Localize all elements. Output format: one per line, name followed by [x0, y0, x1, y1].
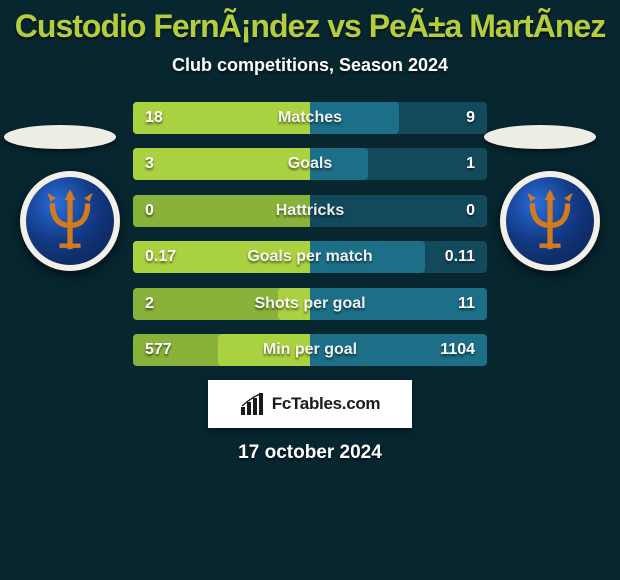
stat-value-right: 1	[427, 155, 487, 173]
stat-value-left: 577	[133, 341, 193, 359]
team-crest-right	[506, 177, 594, 265]
stat-row: 2Shots per goal11	[133, 288, 487, 320]
stat-row: 0.17Goals per match0.11	[133, 241, 487, 273]
stat-value-right: 9	[427, 109, 487, 127]
stat-value-left: 0	[133, 202, 193, 220]
stat-value-left: 3	[133, 155, 193, 173]
stat-label: Min per goal	[193, 341, 427, 359]
footer-date: 17 october 2024	[0, 442, 620, 464]
stat-label: Goals	[193, 155, 427, 173]
vs-word: vs	[327, 8, 361, 44]
stat-row: 18Matches9	[133, 102, 487, 134]
stat-value-left: 2	[133, 295, 193, 313]
footer-logo: FcTables.com	[208, 380, 412, 428]
stat-label: Hattricks	[193, 202, 427, 220]
team-crest-left	[26, 177, 114, 265]
stat-label: Matches	[193, 109, 427, 127]
stat-value-right: 0	[427, 202, 487, 220]
fctables-mark-icon	[240, 393, 266, 415]
cap-oval-left	[4, 125, 116, 149]
stat-value-right: 0.11	[427, 248, 487, 266]
stat-value-right: 11	[427, 295, 487, 313]
stat-value-right: 1104	[427, 341, 487, 359]
footer-logo-text: FcTables.com	[272, 394, 381, 414]
stat-bars: 18Matches9 3Goals1 0Hattricks0 0.17Goals pe…	[133, 102, 487, 366]
cap-oval-right	[484, 125, 596, 149]
stat-row: 577Min per goal1104	[133, 334, 487, 366]
trident-icon	[506, 177, 594, 265]
subtitle: Club competitions, Season 2024	[0, 55, 620, 76]
stat-row: 3Goals1	[133, 148, 487, 180]
team-badge-left	[20, 171, 120, 271]
stat-row: 0Hattricks0	[133, 195, 487, 227]
stat-label: Shots per goal	[193, 295, 427, 313]
team-badge-right	[500, 171, 600, 271]
player-left-name: Custodio FernÃ¡ndez	[15, 8, 320, 44]
page-title: Custodio FernÃ¡ndez vs PeÃ±a MartÃnez	[0, 0, 620, 49]
player-right-name: PeÃ±a MartÃnez	[369, 8, 606, 44]
stat-label: Goals per match	[193, 248, 427, 266]
stat-value-left: 0.17	[133, 248, 193, 266]
stat-value-left: 18	[133, 109, 193, 127]
trident-icon	[26, 177, 114, 265]
comparison-arena: 18Matches9 3Goals1 0Hattricks0 0.17Goals pe…	[0, 102, 620, 366]
